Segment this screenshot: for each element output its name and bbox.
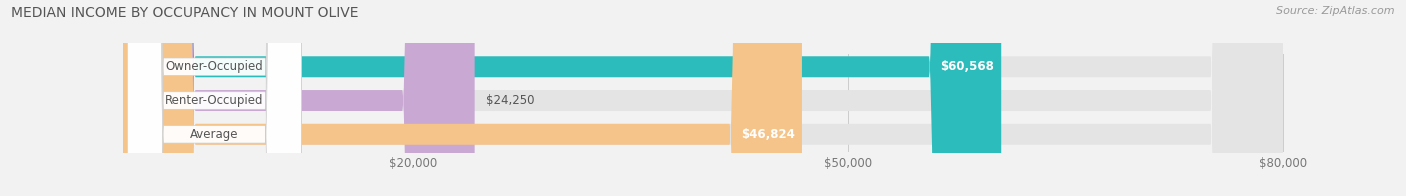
Text: Owner-Occupied: Owner-Occupied (166, 60, 263, 73)
FancyBboxPatch shape (124, 0, 1284, 196)
Text: Renter-Occupied: Renter-Occupied (165, 94, 263, 107)
FancyBboxPatch shape (124, 0, 1284, 196)
FancyBboxPatch shape (128, 0, 301, 196)
Text: MEDIAN INCOME BY OCCUPANCY IN MOUNT OLIVE: MEDIAN INCOME BY OCCUPANCY IN MOUNT OLIV… (11, 6, 359, 20)
Text: $46,824: $46,824 (741, 128, 794, 141)
FancyBboxPatch shape (124, 0, 475, 196)
Text: $24,250: $24,250 (486, 94, 534, 107)
FancyBboxPatch shape (124, 0, 1284, 196)
Text: $60,568: $60,568 (941, 60, 994, 73)
FancyBboxPatch shape (128, 0, 301, 196)
FancyBboxPatch shape (124, 0, 1001, 196)
Text: Source: ZipAtlas.com: Source: ZipAtlas.com (1277, 6, 1395, 16)
Text: Average: Average (190, 128, 239, 141)
FancyBboxPatch shape (128, 0, 301, 196)
FancyBboxPatch shape (124, 0, 801, 196)
